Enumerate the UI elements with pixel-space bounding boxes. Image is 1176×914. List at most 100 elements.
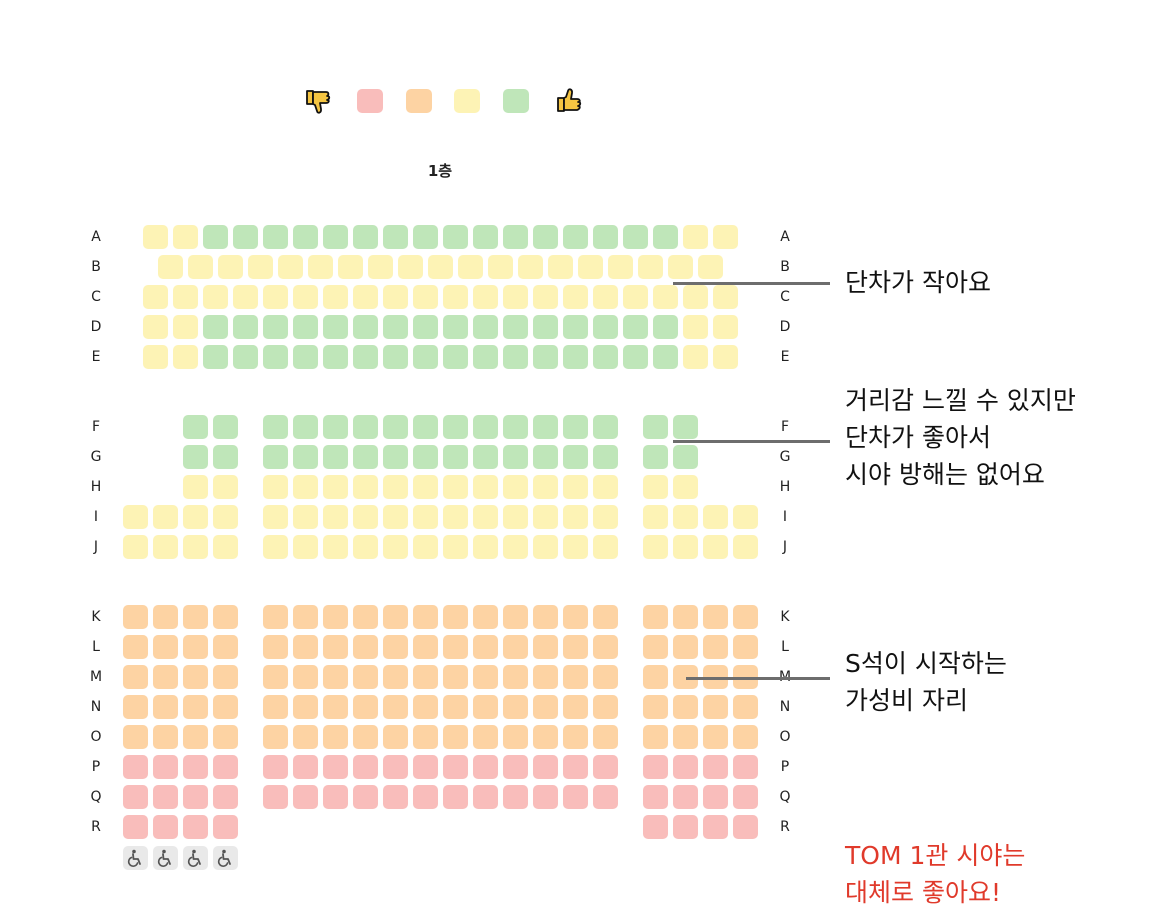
seat-C-1[interactable] — [143, 285, 168, 309]
seat-B-7[interactable] — [338, 255, 363, 279]
seat-M-8[interactable] — [353, 665, 378, 689]
seat-E-20[interactable] — [713, 345, 738, 369]
seat-F-4[interactable] — [293, 415, 318, 439]
seat-O-9[interactable] — [383, 725, 408, 749]
seat-A-1[interactable] — [143, 225, 168, 249]
seat-I-4[interactable] — [213, 505, 238, 529]
seat-E-12[interactable] — [473, 345, 498, 369]
seat-J-12[interactable] — [473, 535, 498, 559]
seat-Q-12[interactable] — [473, 785, 498, 809]
seat-Q-4[interactable] — [213, 785, 238, 809]
seat-H-8[interactable] — [413, 475, 438, 499]
seat-M-11[interactable] — [443, 665, 468, 689]
seat-N-3[interactable] — [183, 695, 208, 719]
seat-C-14[interactable] — [533, 285, 558, 309]
seat-F-8[interactable] — [413, 415, 438, 439]
seat-E-5[interactable] — [263, 345, 288, 369]
seat-N-1[interactable] — [123, 695, 148, 719]
seat-I-10[interactable] — [413, 505, 438, 529]
seat-E-11[interactable] — [443, 345, 468, 369]
seat-N-10[interactable] — [413, 695, 438, 719]
seat-A-8[interactable] — [353, 225, 378, 249]
seat-J-4[interactable] — [213, 535, 238, 559]
seat-C-12[interactable] — [473, 285, 498, 309]
seat-Q-7[interactable] — [323, 785, 348, 809]
seat-I-20[interactable] — [733, 505, 758, 529]
seat-G-9[interactable] — [443, 445, 468, 469]
seat-Q-10[interactable] — [413, 785, 438, 809]
seat-N-9[interactable] — [383, 695, 408, 719]
seat-J-7[interactable] — [323, 535, 348, 559]
seat-O-5[interactable] — [263, 725, 288, 749]
seat-H-16[interactable] — [673, 475, 698, 499]
seat-E-1[interactable] — [143, 345, 168, 369]
seat-L-4[interactable] — [213, 635, 238, 659]
seat-F-6[interactable] — [353, 415, 378, 439]
seat-B-6[interactable] — [308, 255, 333, 279]
seat-B-18[interactable] — [668, 255, 693, 279]
seat-A-2[interactable] — [173, 225, 198, 249]
seat-P-3[interactable] — [183, 755, 208, 779]
seat-L-17[interactable] — [643, 635, 668, 659]
seat-H-7[interactable] — [383, 475, 408, 499]
seat-F-11[interactable] — [503, 415, 528, 439]
seat-B-3[interactable] — [218, 255, 243, 279]
seat-E-15[interactable] — [563, 345, 588, 369]
seat-E-2[interactable] — [173, 345, 198, 369]
seat-B-17[interactable] — [638, 255, 663, 279]
seat-J-5[interactable] — [263, 535, 288, 559]
seat-B-9[interactable] — [398, 255, 423, 279]
seat-K-16[interactable] — [593, 605, 618, 629]
seat-G-16[interactable] — [673, 445, 698, 469]
seat-H-5[interactable] — [323, 475, 348, 499]
seat-P-7[interactable] — [323, 755, 348, 779]
seat-D-16[interactable] — [593, 315, 618, 339]
seat-L-1[interactable] — [123, 635, 148, 659]
seat-E-9[interactable] — [383, 345, 408, 369]
seat-N-5[interactable] — [263, 695, 288, 719]
seat-D-11[interactable] — [443, 315, 468, 339]
seat-P-4[interactable] — [213, 755, 238, 779]
seat-L-2[interactable] — [153, 635, 178, 659]
seat-Q-9[interactable] — [383, 785, 408, 809]
seat-I-2[interactable] — [153, 505, 178, 529]
seat-C-9[interactable] — [383, 285, 408, 309]
seat-I-6[interactable] — [293, 505, 318, 529]
seat-N-13[interactable] — [503, 695, 528, 719]
seat-F-7[interactable] — [383, 415, 408, 439]
seat-K-3[interactable] — [183, 605, 208, 629]
seat-D-14[interactable] — [533, 315, 558, 339]
seat-F-1[interactable] — [183, 415, 208, 439]
seat-O-1[interactable] — [123, 725, 148, 749]
seat-I-3[interactable] — [183, 505, 208, 529]
seat-Q-11[interactable] — [443, 785, 468, 809]
seat-O-16[interactable] — [593, 725, 618, 749]
seat-K-19[interactable] — [703, 605, 728, 629]
seat-K-6[interactable] — [293, 605, 318, 629]
seat-F-16[interactable] — [673, 415, 698, 439]
seat-C-4[interactable] — [233, 285, 258, 309]
seat-M-5[interactable] — [263, 665, 288, 689]
seat-Q-2[interactable] — [153, 785, 178, 809]
seat-E-19[interactable] — [683, 345, 708, 369]
seat-O-17[interactable] — [643, 725, 668, 749]
seat-M-1[interactable] — [123, 665, 148, 689]
seat-H-9[interactable] — [443, 475, 468, 499]
seat-B-13[interactable] — [518, 255, 543, 279]
seat-I-19[interactable] — [703, 505, 728, 529]
seat-Q-15[interactable] — [563, 785, 588, 809]
seat-J-19[interactable] — [703, 535, 728, 559]
seat-G-1[interactable] — [183, 445, 208, 469]
seat-A-18[interactable] — [653, 225, 678, 249]
seat-D-5[interactable] — [263, 315, 288, 339]
seat-I-11[interactable] — [443, 505, 468, 529]
seat-P-14[interactable] — [533, 755, 558, 779]
seat-B-2[interactable] — [188, 255, 213, 279]
seat-F-10[interactable] — [473, 415, 498, 439]
seat-G-13[interactable] — [563, 445, 588, 469]
seat-M-10[interactable] — [413, 665, 438, 689]
wheelchair-seat[interactable] — [153, 846, 178, 870]
seat-L-13[interactable] — [503, 635, 528, 659]
seat-J-20[interactable] — [733, 535, 758, 559]
seat-J-10[interactable] — [413, 535, 438, 559]
